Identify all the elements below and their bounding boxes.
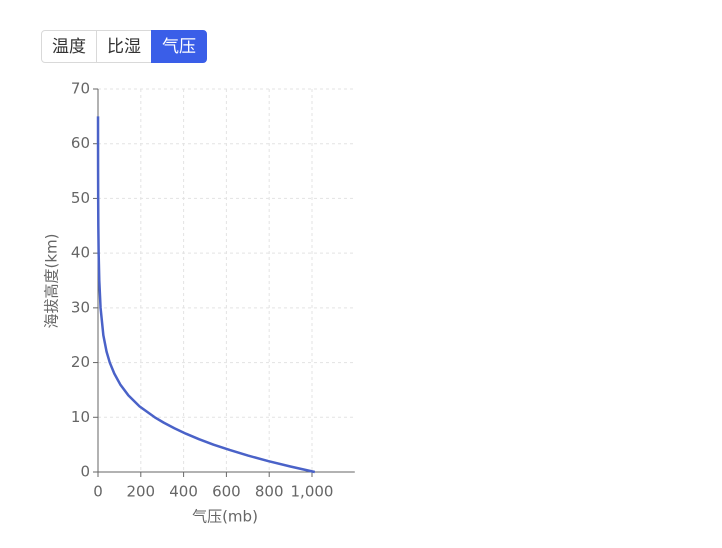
tab[interactable]: 温度 <box>41 30 97 63</box>
y-tick-label: 60 <box>71 134 90 152</box>
x-tick-label: 0 <box>93 483 103 501</box>
y-tick-label: 70 <box>71 80 90 98</box>
tab[interactable]: 比湿 <box>96 30 152 63</box>
x-tick-label: 600 <box>212 483 241 501</box>
y-axis-label: 海拔高度(km) <box>43 233 61 328</box>
x-tick-label: 800 <box>255 483 284 501</box>
y-tick-label: 40 <box>71 244 90 262</box>
tab[interactable]: 气压 <box>151 30 207 63</box>
y-tick-label: 30 <box>71 298 90 316</box>
y-tick-label: 20 <box>71 353 90 371</box>
x-tick-label: 1,000 <box>291 483 334 501</box>
y-tick-label: 10 <box>71 408 90 426</box>
x-tick-label: 400 <box>169 483 198 501</box>
x-axis-label: 气压(mb) <box>192 508 258 526</box>
y-tick-label: 0 <box>80 463 90 481</box>
data-line <box>96 116 316 474</box>
y-tick-label: 50 <box>71 189 90 207</box>
x-tick-label: 200 <box>126 483 155 501</box>
tab-bar: 温度 比湿 气压 <box>41 30 207 63</box>
